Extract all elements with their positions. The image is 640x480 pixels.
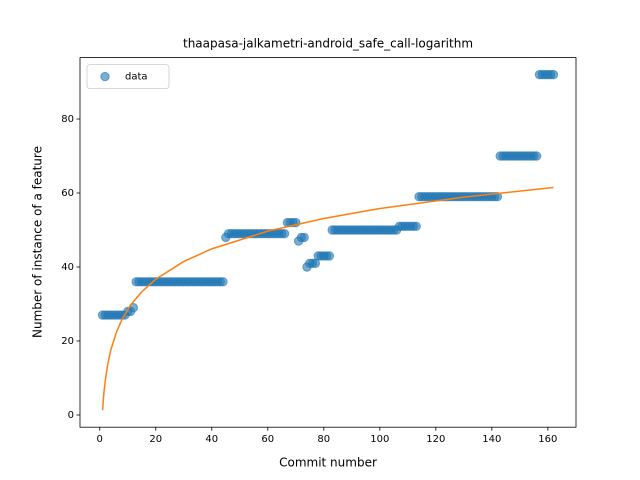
x-tick-label: 20 [149, 434, 162, 445]
data-point [548, 69, 559, 80]
y-tick-label: 40 [61, 262, 74, 273]
data-point [492, 192, 503, 202]
data-point [411, 221, 421, 232]
x-tick-label: 80 [317, 434, 330, 445]
y-tick-label: 0 [68, 410, 74, 421]
x-tick-label: 160 [538, 434, 557, 445]
x-tick-label: 120 [426, 434, 445, 445]
legend-box [86, 64, 170, 89]
x-tick-label: 40 [205, 434, 218, 445]
y-tick-label: 20 [61, 336, 74, 347]
chart-title: thaapasa-jalkametri-android_safe_call-lo… [183, 37, 473, 51]
data-point [324, 251, 335, 261]
y-axis-label: Number of instance of a feature [31, 146, 45, 338]
fit-curve [101, 186, 554, 411]
legend-marker [100, 71, 110, 82]
x-tick-label: 0 [97, 434, 103, 445]
y-tick-label: 80 [61, 114, 74, 125]
data-point [218, 277, 228, 287]
x-axis-label: Commit number [279, 456, 377, 470]
axes-frame [79, 57, 577, 428]
y-tick-label: 60 [61, 188, 74, 199]
x-tick-label: 140 [482, 434, 501, 445]
x-tick-label: 100 [370, 434, 389, 445]
x-tick-label: 60 [261, 434, 274, 445]
data-point [531, 151, 542, 161]
legend-label: data [125, 72, 148, 83]
data-point [299, 232, 309, 243]
data-point [279, 229, 290, 239]
